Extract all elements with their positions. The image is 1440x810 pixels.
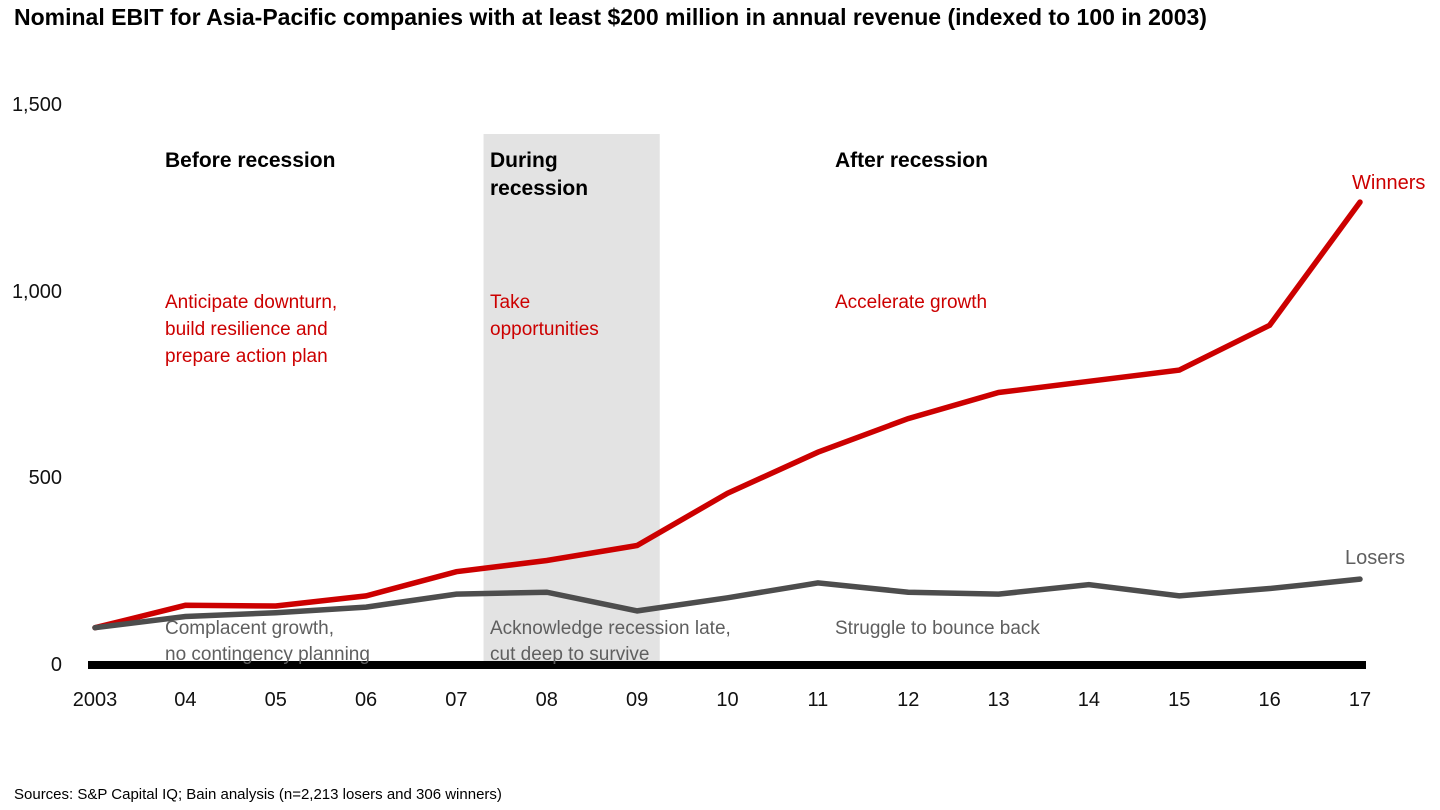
x-axis-label: 10 [716,689,739,711]
x-axis-label: 09 [626,689,649,711]
winners-series-label: Winners [1352,172,1426,194]
phase-label-during-recession: During recession [490,149,589,201]
y-axis-label: 0 [50,654,62,676]
phase-label-before-recession: Before recession [165,149,336,172]
phase-label-after-recession: After recession [835,149,988,172]
losers-series-label: Losers [1345,547,1406,569]
recession-band [483,134,660,661]
winners-line [92,199,1363,631]
x-axis-label: 06 [354,689,378,711]
losers-note-during: Acknowledge recession late, cut deep to … [490,618,731,665]
y-axis-label: 1,500 [11,94,62,116]
x-axis-label: 17 [1348,689,1372,711]
x-axis-label: 11 [807,689,829,711]
x-axis-label: 15 [1168,689,1191,711]
x-axis-label: 2003 [72,689,118,711]
x-axis-label: 08 [535,689,558,711]
winners-note-before: Anticipate downturn, build resilience an… [165,292,338,367]
losers-note-before: Complacent growth, no contingency planni… [165,618,370,665]
x-axis-label: 07 [445,689,468,711]
x-axis-label: 04 [174,689,197,711]
x-axis-label: 05 [264,689,287,711]
x-axis-label: 12 [897,689,920,711]
losers-note-after: Struggle to bounce back [835,618,1040,639]
y-axis-label: 500 [28,467,62,490]
x-axis-label: 14 [1077,689,1101,711]
y-axis-label: 1,000 [11,280,62,303]
source-note: Sources: S&P Capital IQ; Bain analysis (… [14,786,502,803]
x-axis-line [88,661,1366,669]
losers-line [92,576,1363,631]
winners-note-after: Accelerate growth [835,292,988,313]
winners-note-during: Take opportunities [490,292,599,340]
x-axis-label: 16 [1258,689,1281,711]
chart-title: Nominal EBIT for Asia-Pacific companies … [14,4,1207,30]
x-axis-label: 13 [987,689,1010,711]
